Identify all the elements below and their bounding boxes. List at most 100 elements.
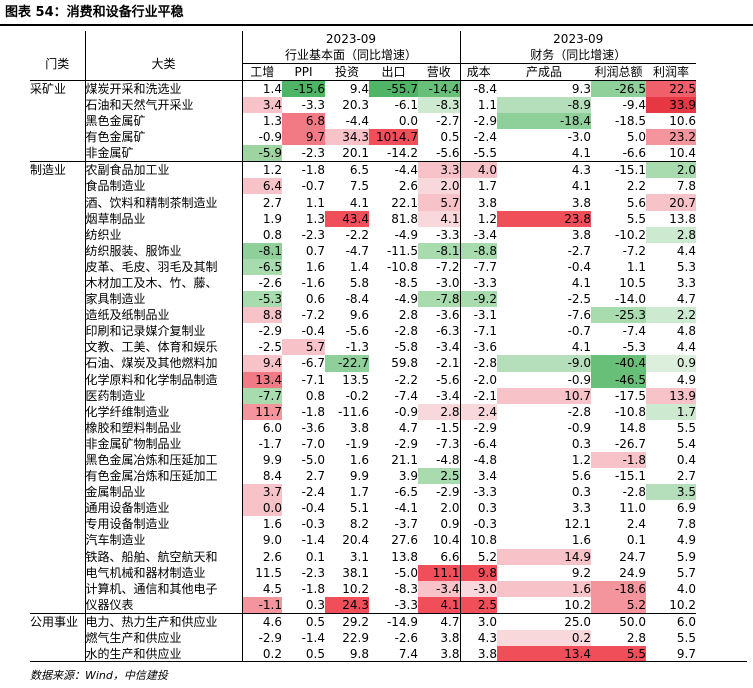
value-cell: 4.9 xyxy=(676,372,696,387)
table-row: 铁路、船舶、航空航天和 2.6 0.1 3.1 13.8 6.6 5.2 14.9 24.7 5.… xyxy=(30,548,696,565)
value-cell: 0.1 xyxy=(626,533,646,548)
industry-name: 仪器仪表 xyxy=(85,596,243,614)
value-cell: -2.9 xyxy=(473,114,497,129)
value-cell: 2.4 xyxy=(626,517,646,532)
value-cell: 1.6 xyxy=(571,533,591,548)
value-cell: -2.3 xyxy=(301,565,325,580)
value-cell: 5.5 xyxy=(591,645,646,662)
value-cell: 3.8 xyxy=(571,227,591,242)
table-row: 制造业 农副食品加工业 1.2 -1.8 6.5 -4.4 3.3 4.0 4.3 -15.1 2.… xyxy=(30,161,696,614)
value-cell: 2.2 xyxy=(646,307,696,324)
value-cell: 1014.7 xyxy=(369,129,418,146)
value-cell: -7.2 xyxy=(622,243,646,258)
group-header-fundamentals: 行业基本面（同比增速） xyxy=(242,47,461,65)
table-row: 木材加工及木、竹、藤、 -2.6 -1.6 5.8 -8.5 -3.0 -3.3 4.1 10.… xyxy=(30,274,696,292)
value-cell: -5.6 xyxy=(418,371,461,388)
value-cell: 4.7 xyxy=(398,420,418,435)
value-cell: 3.3 xyxy=(418,161,461,179)
value-cell: 10.5 xyxy=(619,275,646,290)
value-cell: -5.6 xyxy=(345,324,369,339)
table-row: 造纸及纸制品业 8.8 -7.2 9.6 2.8 -3.6 -3.1 -7.6 -25.3 2.2 xyxy=(30,307,696,324)
value-cell: -2.2 xyxy=(394,372,418,387)
table-row: 金属制品业 3.7 -2.4 1.7 -6.5 -2.9 -3.3 0.3 -2.8 3.5 xyxy=(30,484,696,501)
value-cell: 3.1 xyxy=(349,549,369,564)
value-cell: -9.2 xyxy=(460,291,497,308)
value-cell: 3.3 xyxy=(676,275,696,290)
value-cell: 5.5 xyxy=(626,211,646,226)
table-row: 公用事业 电力、热力生产和供应业 4.6 0.5 29.2 -14.9 4.7 3.0 25.0… xyxy=(30,612,696,662)
column-header: 营收 xyxy=(418,63,461,82)
value-cell: 2.7 xyxy=(262,195,282,210)
value-cell: -0.9 xyxy=(567,420,591,435)
value-cell: 4.1 xyxy=(571,340,591,355)
value-cell: -0.3 xyxy=(473,517,497,532)
value-cell: 6.0 xyxy=(646,612,696,630)
value-cell: -7.3 xyxy=(418,435,461,452)
value-cell: 2.8 xyxy=(418,403,461,420)
value-cell: 6.6 xyxy=(418,548,461,565)
table-row: 酒、饮料和精制茶制造业 2.7 1.1 4.1 22.1 5.7 3.8 3.8 5.6 20.7 xyxy=(30,194,696,211)
industry-name: 农副食品加工业 xyxy=(85,161,243,179)
value-cell: -2.1 xyxy=(418,355,461,372)
sector-column-header: 门类 xyxy=(30,47,86,82)
table-row: 石油、煤炭及其他燃料加 9.4 -6.7 -22.7 59.8 -2.1 -2.8 -9.0-… xyxy=(30,355,696,372)
value-cell: -3.4 xyxy=(418,580,461,597)
figure-title: 图表 54：消费和设备行业平稳 xyxy=(5,5,184,20)
value-cell: -18.5 xyxy=(614,114,646,129)
value-cell: 4.5 xyxy=(262,581,282,596)
table-row: 非金属矿物制品业 -1.7 -7.0 -1.9 -2.9 -7.3 -6.4 0.3 -26.7… xyxy=(30,435,696,452)
value-cell: 2.0 xyxy=(418,178,461,195)
industry-name: 纺织服装、服饰业 xyxy=(85,242,243,259)
value-cell: 21.1 xyxy=(391,453,418,468)
value-cell: -14.9 xyxy=(369,612,418,630)
industry-column-header: 大类 xyxy=(85,47,243,82)
value-cell: -26.7 xyxy=(614,436,646,451)
value-cell: -7.4 xyxy=(622,324,646,339)
value-cell: -2.8 xyxy=(567,404,591,419)
value-cell: 1.3 xyxy=(305,211,325,226)
value-cell: 5.7 xyxy=(676,565,696,580)
value-cell: 10.4 xyxy=(669,146,696,161)
value-cell: -2.9 xyxy=(473,420,497,435)
value-cell: -2.5 xyxy=(567,292,591,307)
value-cell: 24.7 xyxy=(619,549,646,564)
value-cell: 20.3 xyxy=(342,98,369,113)
table-row: 仪器仪表 -1.1 0.3 24.3 -3.3 4.1 2.5 10.2 5.2 10.2 xyxy=(30,596,696,614)
value-cell: 8.4 xyxy=(262,469,282,484)
value-cell: 13.4 xyxy=(497,645,591,662)
value-cell: 1.2 xyxy=(242,161,282,179)
value-cell: 3.8 xyxy=(418,629,461,646)
table-row: 橡胶和塑料制品业 6.0 -3.6 3.8 4.7 -1.5 -2.9 -0.9 14.8 5.5 xyxy=(30,419,696,436)
industry-name: 医药制造业 xyxy=(85,387,243,404)
value-cell: 1.1 xyxy=(305,195,325,210)
value-cell: 13.4 xyxy=(242,371,282,388)
value-cell: 9.9 xyxy=(262,453,282,468)
value-cell: -7.1 xyxy=(301,372,325,387)
value-cell: -3.3 xyxy=(473,275,497,290)
value-cell: 7.8 xyxy=(676,517,696,532)
value-cell: -3.3 xyxy=(301,98,325,113)
value-cell: 7.4 xyxy=(398,646,418,661)
value-cell: 5.5 xyxy=(676,420,696,435)
value-cell: -6.6 xyxy=(622,146,646,161)
value-cell: -1.4 xyxy=(301,630,325,645)
value-cell: -0.2 xyxy=(345,388,369,403)
value-cell: 4.9 xyxy=(676,533,696,548)
value-cell: -10.8 xyxy=(614,404,646,419)
value-cell: 24.3 xyxy=(325,596,369,614)
value-cell: 2.2 xyxy=(626,179,646,194)
value-cell: 3.8 xyxy=(349,420,369,435)
value-cell: 5.1 xyxy=(349,501,369,516)
value-cell: 9.3 xyxy=(571,82,591,97)
value-cell: 1.7 xyxy=(477,179,497,194)
value-cell: 5.6 xyxy=(571,469,591,484)
sector-label: 公用事业 xyxy=(30,612,86,662)
table-row: 水的生产和供应业 0.2 0.5 9.8 7.4 3.8 3.8 13.4 5.5 9.7 xyxy=(30,645,696,662)
value-cell: 4.0 xyxy=(676,581,696,596)
table-row: 化学原料和化学制品制造 13.4 -7.1 13.5 -2.2 -5.6 -2.0 -0.9-… xyxy=(30,371,696,388)
industry-name: 橡胶和塑料制品业 xyxy=(85,419,243,436)
value-cell: -7.7 xyxy=(473,259,497,274)
value-cell: -2.1 xyxy=(473,388,497,403)
table-row: 通用设备制造业 0.0 -0.4 5.1 -4.1 2.0 0.3 3.3 11.0 6.9 xyxy=(30,500,696,517)
value-cell: 0.3 xyxy=(571,485,591,500)
